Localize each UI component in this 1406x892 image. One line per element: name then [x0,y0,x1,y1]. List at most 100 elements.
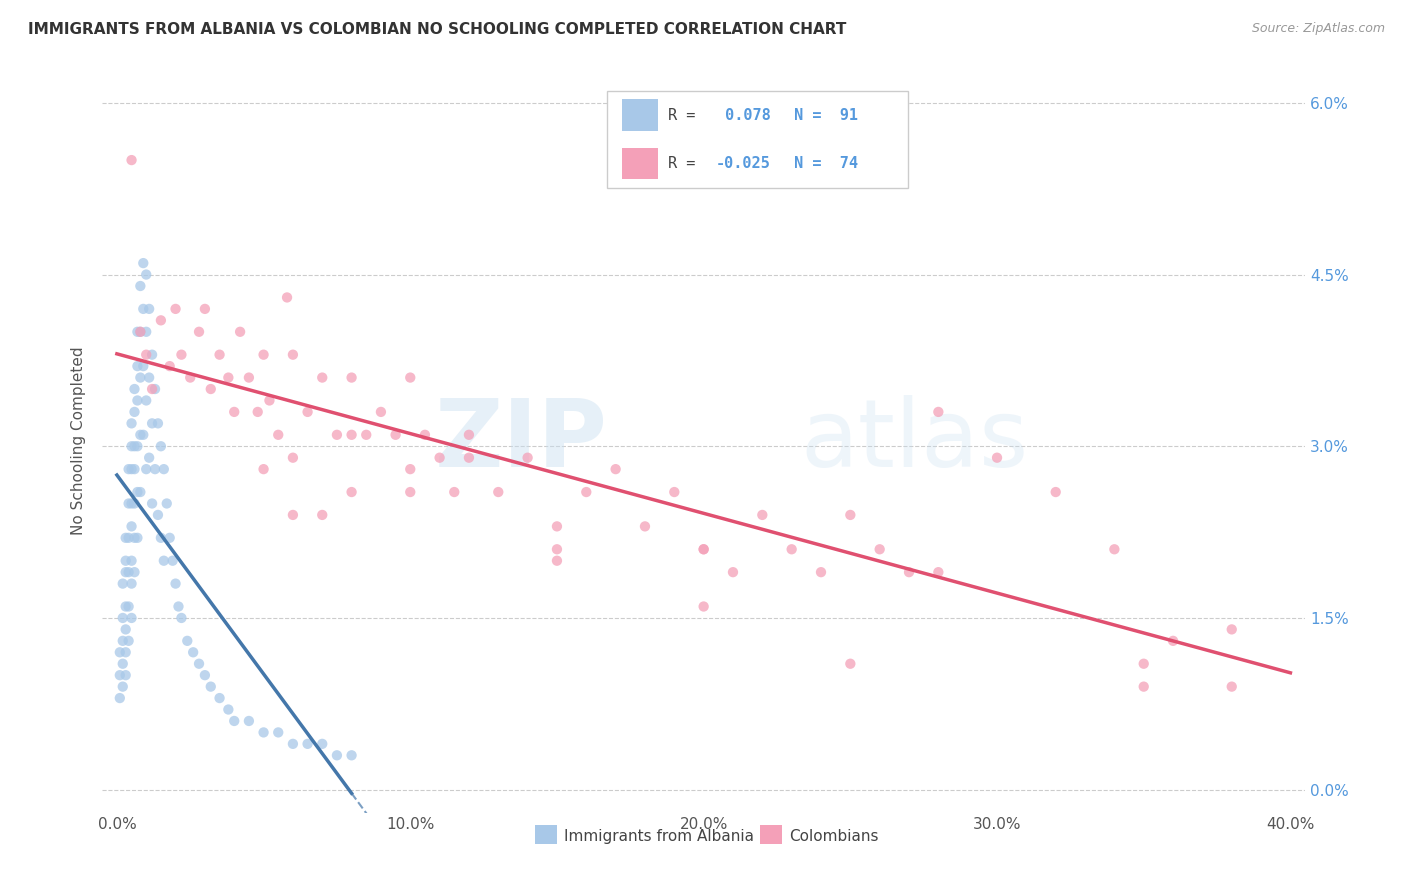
Point [114,565,136,579]
Point [311,737,333,751]
Point [252,462,274,476]
Point [194,301,217,316]
Point [458,427,481,442]
Point [121,611,143,625]
Point [129,279,152,293]
Point [149,439,172,453]
Point [124,531,146,545]
Point [138,301,160,316]
Point [108,668,131,682]
Point [149,313,172,327]
Point [121,439,143,453]
Point [117,565,139,579]
Point [132,301,155,316]
Point [1104,542,1126,557]
Point [1045,485,1067,500]
Point [176,633,198,648]
Text: N =  74: N = 74 [786,156,859,171]
Point [129,325,152,339]
Point [224,405,246,419]
Point [458,450,481,465]
Point [429,450,451,465]
Point [1132,657,1154,671]
Point [188,657,211,671]
Point [111,657,134,671]
Point [188,325,211,339]
Point [132,359,155,373]
Point [129,325,152,339]
Point [114,668,136,682]
Point [252,348,274,362]
Point [217,370,239,384]
Point [167,599,190,614]
Text: R =: R = [668,156,704,171]
Point [153,462,176,476]
Point [127,485,149,500]
Point [839,657,862,671]
Point [443,485,465,500]
Point [546,554,568,568]
Point [159,359,181,373]
Point [117,496,139,510]
Point [124,405,146,419]
Point [124,565,146,579]
Point [135,393,157,408]
Point [159,531,181,545]
Point [634,519,657,533]
Point [721,565,744,579]
Point [149,531,172,545]
Point [153,554,176,568]
Point [246,405,269,419]
Point [370,405,392,419]
Point [162,554,184,568]
Point [129,370,152,384]
Point [124,496,146,510]
Point [267,427,290,442]
Point [399,485,422,500]
Point [1220,623,1243,637]
Point [839,508,862,522]
Point [1220,680,1243,694]
Point [259,393,281,408]
Point [217,702,239,716]
Point [141,496,163,510]
Point [276,290,298,304]
Point [121,496,143,510]
Point [194,668,217,682]
Text: IMMIGRANTS FROM ALBANIA VS COLOMBIAN NO SCHOOLING COMPLETED CORRELATION CHART: IMMIGRANTS FROM ALBANIA VS COLOMBIAN NO … [28,22,846,37]
Point [111,576,134,591]
Point [340,485,363,500]
Point [238,714,260,728]
Point [297,405,319,419]
Text: 0.078: 0.078 [716,108,770,122]
Point [121,519,143,533]
Point [156,496,179,510]
Point [129,485,152,500]
Point [108,645,131,659]
FancyBboxPatch shape [607,91,908,187]
Point [229,325,252,339]
Point [200,680,222,694]
Point [143,382,166,396]
Point [208,691,231,706]
Point [399,370,422,384]
Point [124,382,146,396]
Point [252,725,274,739]
FancyBboxPatch shape [621,148,658,179]
Point [927,405,949,419]
Text: R =: R = [668,108,704,122]
Point [138,450,160,465]
Point [340,370,363,384]
Point [121,554,143,568]
Point [181,645,204,659]
Point [117,633,139,648]
Point [121,462,143,476]
Point [121,576,143,591]
Point [135,462,157,476]
Point [898,565,921,579]
FancyBboxPatch shape [621,99,658,130]
Point [546,542,568,557]
Point [127,531,149,545]
Point [354,427,377,442]
Point [121,417,143,431]
